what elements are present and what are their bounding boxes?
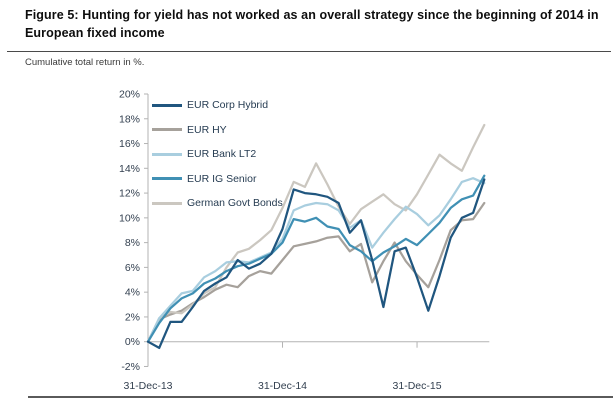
x-axis-label: 31-Dec-14 <box>258 380 307 392</box>
y-axis-label: 14% <box>119 163 140 175</box>
y-axis-label: 16% <box>119 138 140 150</box>
legend-item-german-govt-bonds: German Govt Bonds <box>152 191 283 216</box>
x-axis-label: 31-Dec-13 <box>123 380 172 392</box>
y-axis-label: 8% <box>125 237 140 249</box>
legend-item-eur-corp-hybrid: EUR Corp Hybrid <box>152 93 283 118</box>
figure-subtitle: Cumulative total return in %. <box>25 57 145 68</box>
chart-legend: EUR Corp Hybrid EUR HY EUR Bank LT2 EUR IG … <box>152 93 283 216</box>
legend-item-eur-ig-senior: EUR IG Senior <box>152 167 283 192</box>
legend-label: EUR Corp Hybrid <box>187 99 269 112</box>
y-axis-label: 6% <box>125 262 140 274</box>
legend-swatch-icon <box>152 177 182 181</box>
y-axis-label: 20% <box>119 89 140 101</box>
y-axis-label: 18% <box>119 113 140 125</box>
series-line-eur-ig-senior <box>146 174 486 343</box>
y-axis-label: 2% <box>125 311 140 323</box>
bottom-border-line <box>28 396 613 398</box>
series-line-eur-hy <box>146 201 486 343</box>
series-line-eur-corp-hybrid <box>146 178 486 350</box>
legend-label: EUR IG Senior <box>187 172 257 185</box>
x-axis-label: 31-Dec-15 <box>393 380 442 392</box>
y-axis-label: 4% <box>125 287 140 299</box>
legend-label: German Govt Bonds <box>187 197 283 210</box>
y-axis-label: 10% <box>119 212 140 224</box>
y-axis-label: -2% <box>121 361 140 373</box>
legend-label: EUR Bank LT2 <box>187 148 257 161</box>
series-line-eur-bank-lt2 <box>146 177 486 343</box>
figure-title: Figure 5: Hunting for yield has not work… <box>25 8 599 41</box>
legend-label: EUR HY <box>187 123 227 136</box>
legend-item-eur-bank-lt2: EUR Bank LT2 <box>152 142 283 167</box>
title-underline <box>7 51 611 52</box>
legend-swatch-icon <box>152 128 182 132</box>
y-axis-label: 12% <box>119 188 140 200</box>
legend-item-eur-hy: EUR HY <box>152 118 283 143</box>
legend-swatch-icon <box>152 152 182 156</box>
series-line-german-govt-bonds <box>146 123 486 343</box>
legend-swatch-icon <box>152 103 182 107</box>
y-axis-label: 0% <box>125 336 140 348</box>
legend-swatch-icon <box>152 201 182 205</box>
